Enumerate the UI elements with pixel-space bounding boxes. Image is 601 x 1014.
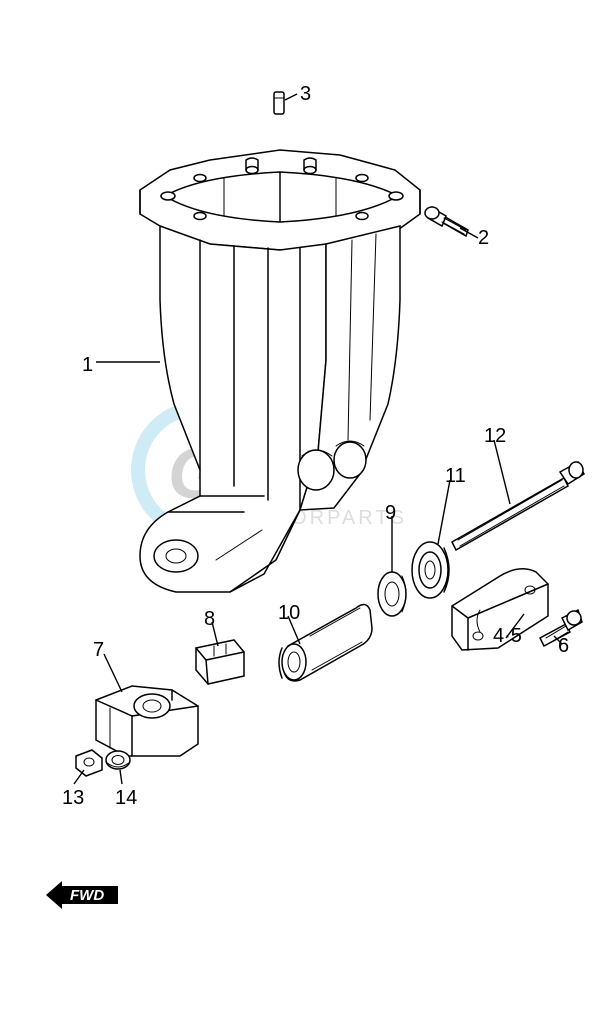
part-washer-9 bbox=[378, 572, 406, 616]
fwd-direction-badge: FWD bbox=[44, 878, 108, 906]
callout-8: 8 bbox=[204, 608, 215, 631]
part-bolt-2 bbox=[425, 207, 468, 236]
callout-1: 1 bbox=[82, 354, 93, 377]
part-damper-8 bbox=[196, 640, 244, 684]
callout-7: 7 bbox=[93, 639, 104, 662]
callout-6: 6 bbox=[558, 635, 569, 658]
fwd-label-text: FWD bbox=[70, 887, 104, 904]
diagram-canvas: GEM MOTORPARTS bbox=[0, 0, 601, 1014]
callout-12: 12 bbox=[484, 425, 506, 448]
part-nut-13 bbox=[76, 750, 102, 776]
part-dowel-3 bbox=[274, 92, 284, 114]
parts-drawing bbox=[0, 0, 601, 1014]
callout-11: 11 bbox=[445, 465, 466, 488]
callout-14: 14 bbox=[115, 787, 137, 810]
part-bolt-12 bbox=[452, 462, 584, 550]
callout-4-5: 4·5 bbox=[493, 625, 522, 648]
part-washer-14 bbox=[106, 751, 130, 769]
part-mount-11 bbox=[412, 542, 449, 598]
callout-2: 2 bbox=[478, 227, 489, 250]
callout-13: 13 bbox=[62, 787, 84, 810]
part-lower-mount-7 bbox=[96, 686, 198, 756]
callout-9: 9 bbox=[385, 502, 396, 525]
callout-10: 10 bbox=[278, 602, 300, 625]
callout-3: 3 bbox=[300, 83, 311, 106]
part-driveshaft-housing bbox=[140, 150, 420, 592]
